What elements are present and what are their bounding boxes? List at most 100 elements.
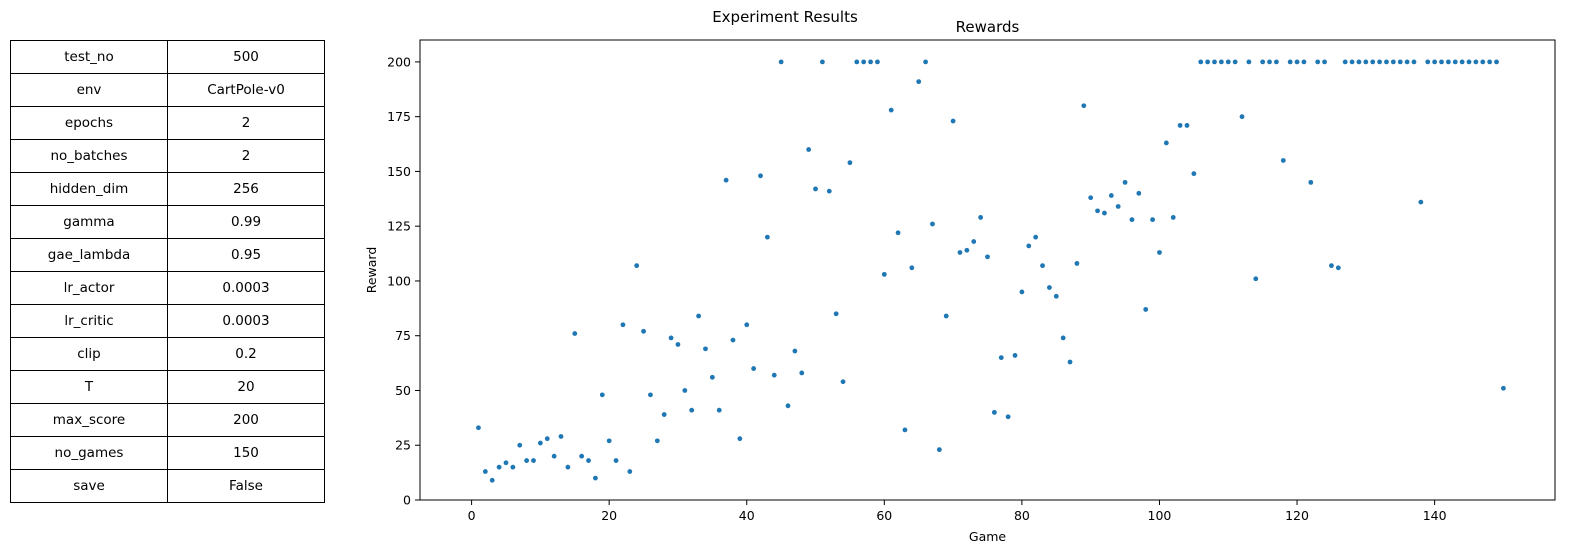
chart-title: Rewards (956, 18, 1020, 36)
data-point (1480, 59, 1486, 65)
y-tick-label: 0 (403, 493, 411, 508)
data-point (1377, 59, 1382, 65)
data-point (1494, 59, 1499, 65)
data-point (1260, 59, 1266, 65)
data-point (930, 221, 935, 227)
data-point (957, 250, 963, 255)
x-tick-label: 20 (601, 508, 617, 523)
param-value-cell: 0.0003 (167, 271, 325, 305)
data-point (1267, 59, 1272, 65)
data-point (785, 403, 791, 409)
param-row: test_no 500 (10, 40, 325, 74)
data-point (709, 374, 715, 380)
data-point (1445, 59, 1451, 65)
param-value-cell: 2 (167, 139, 325, 173)
y-tick-label: 125 (387, 219, 411, 234)
data-point (840, 379, 846, 385)
y-axis-label: Reward (364, 247, 379, 294)
data-point (565, 464, 571, 470)
figure-title: Experiment Results (712, 8, 858, 26)
data-point (551, 453, 557, 459)
x-tick-label: 140 (1423, 508, 1447, 523)
param-row: hidden_dim 256 (10, 172, 325, 206)
data-point (668, 335, 674, 341)
data-point (1012, 353, 1018, 358)
data-point (971, 239, 977, 244)
data-point (1163, 140, 1169, 146)
data-point (799, 370, 805, 376)
data-point (936, 447, 942, 453)
param-value-cell: 200 (167, 403, 325, 437)
data-point (1047, 285, 1052, 290)
data-point (1411, 59, 1417, 65)
y-tick-label: 100 (387, 273, 411, 288)
data-point (1102, 210, 1107, 216)
x-tick-label: 40 (739, 508, 755, 523)
data-point (1108, 193, 1114, 198)
data-point (1501, 385, 1506, 391)
data-point (978, 215, 984, 220)
data-point (613, 458, 619, 463)
param-row: save False (10, 469, 325, 503)
data-point (1294, 59, 1300, 65)
data-point (1136, 190, 1142, 196)
data-point (606, 438, 612, 444)
data-point (572, 331, 578, 336)
y-tick-label: 25 (395, 438, 411, 453)
param-name-cell: save (10, 469, 168, 503)
data-point (1349, 59, 1355, 65)
data-point (1205, 59, 1211, 65)
data-point (820, 59, 825, 65)
data-point (482, 469, 488, 474)
data-point (1218, 59, 1224, 65)
data-point (1026, 243, 1032, 249)
data-point (496, 464, 502, 470)
y-tick-label: 200 (387, 54, 411, 69)
data-point (792, 348, 798, 354)
data-point (1370, 59, 1376, 65)
data-point (476, 425, 481, 431)
param-name-cell: max_score (10, 403, 168, 437)
param-value-cell: 500 (167, 40, 325, 74)
data-point (991, 409, 997, 415)
data-point (1246, 59, 1252, 65)
param-name-cell: clip (10, 337, 168, 371)
data-point (1418, 199, 1424, 205)
data-point (875, 59, 880, 65)
x-axis-label: Game (969, 529, 1007, 544)
data-point (1473, 59, 1479, 65)
data-point (1390, 59, 1396, 65)
data-point (1191, 171, 1197, 177)
data-point (620, 322, 626, 328)
data-point (1466, 59, 1472, 65)
data-point (1129, 217, 1135, 223)
data-point (1005, 414, 1011, 420)
data-point (537, 440, 543, 446)
data-point (1301, 59, 1307, 65)
data-point (895, 230, 901, 236)
data-point (1425, 59, 1431, 65)
data-point (1067, 359, 1073, 365)
param-name-cell: epochs (10, 106, 168, 140)
data-point (1274, 59, 1279, 65)
data-point (489, 477, 495, 483)
data-point (716, 407, 722, 413)
data-point (1074, 261, 1080, 266)
data-point (1329, 263, 1334, 269)
data-point (1170, 215, 1176, 220)
data-point (833, 311, 839, 317)
x-tick-label: 80 (1014, 508, 1030, 523)
data-point (943, 313, 949, 319)
param-row: gae_lambda 0.95 (10, 238, 325, 272)
data-point (544, 436, 550, 442)
data-point (1157, 250, 1162, 255)
y-tick-label: 50 (395, 383, 411, 398)
param-row: clip 0.2 (10, 337, 325, 371)
data-point (1432, 59, 1438, 65)
param-row: lr_actor 0.0003 (10, 271, 325, 305)
data-point (950, 118, 956, 124)
param-value-cell: 20 (167, 370, 325, 404)
param-row: max_score 200 (10, 403, 325, 437)
data-point (1363, 59, 1369, 65)
